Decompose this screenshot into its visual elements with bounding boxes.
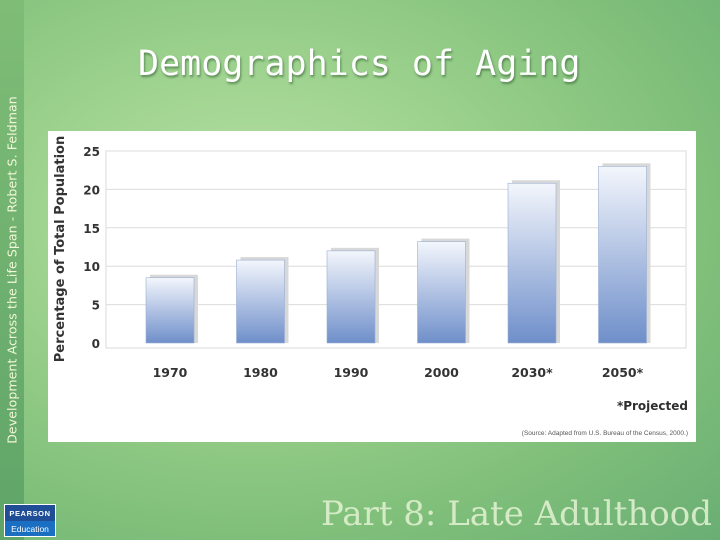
x-category-label: 2030* — [511, 365, 553, 380]
bar-2030-projected — [507, 182, 557, 344]
bar-1990 — [326, 250, 376, 344]
y-axis-label: Percentage of Total Population — [53, 136, 68, 362]
logo-bottom-text: Education — [5, 521, 55, 536]
bar-2000 — [417, 241, 466, 344]
bar-chart: 0 5 10 15 20 25 1970 1980 1990 2000 2030* 2050* Pe… — [53, 136, 687, 380]
y-tick-label: 5 — [92, 299, 100, 313]
y-tick-label: 20 — [83, 183, 100, 197]
x-category-label: 2000 — [424, 365, 459, 380]
source-note: (Source: Adapted from U.S. Bureau of the… — [521, 430, 688, 437]
projected-note: *Projected — [616, 399, 688, 413]
side-strip: Development Across the Life Span - Rober… — [0, 0, 24, 540]
x-category-label: 2050* — [602, 365, 644, 380]
side-text: Development Across the Life Span - Rober… — [4, 96, 20, 444]
bar-1980 — [236, 259, 285, 344]
y-tick-label: 25 — [83, 145, 100, 159]
y-tick-label: 10 — [83, 260, 100, 274]
footer-text: Part 8: Late Adulthood — [320, 494, 712, 534]
x-category-label: 1970 — [153, 365, 188, 380]
x-category-label: 1990 — [334, 365, 369, 380]
bar-1970 — [145, 277, 195, 344]
y-tick-label: 0 — [92, 337, 100, 351]
pearson-logo: PEARSON Education — [4, 504, 56, 537]
logo-top-text: PEARSON — [9, 508, 51, 518]
slide-title: Demographics of Aging — [138, 44, 581, 84]
bar-2050-projected — [598, 166, 647, 344]
chart-panel: 0 5 10 15 20 25 1970 1980 1990 2000 2030* 2050* Pe… — [48, 131, 696, 442]
x-category-label: 1980 — [243, 365, 278, 380]
y-tick-label: 15 — [83, 222, 100, 236]
